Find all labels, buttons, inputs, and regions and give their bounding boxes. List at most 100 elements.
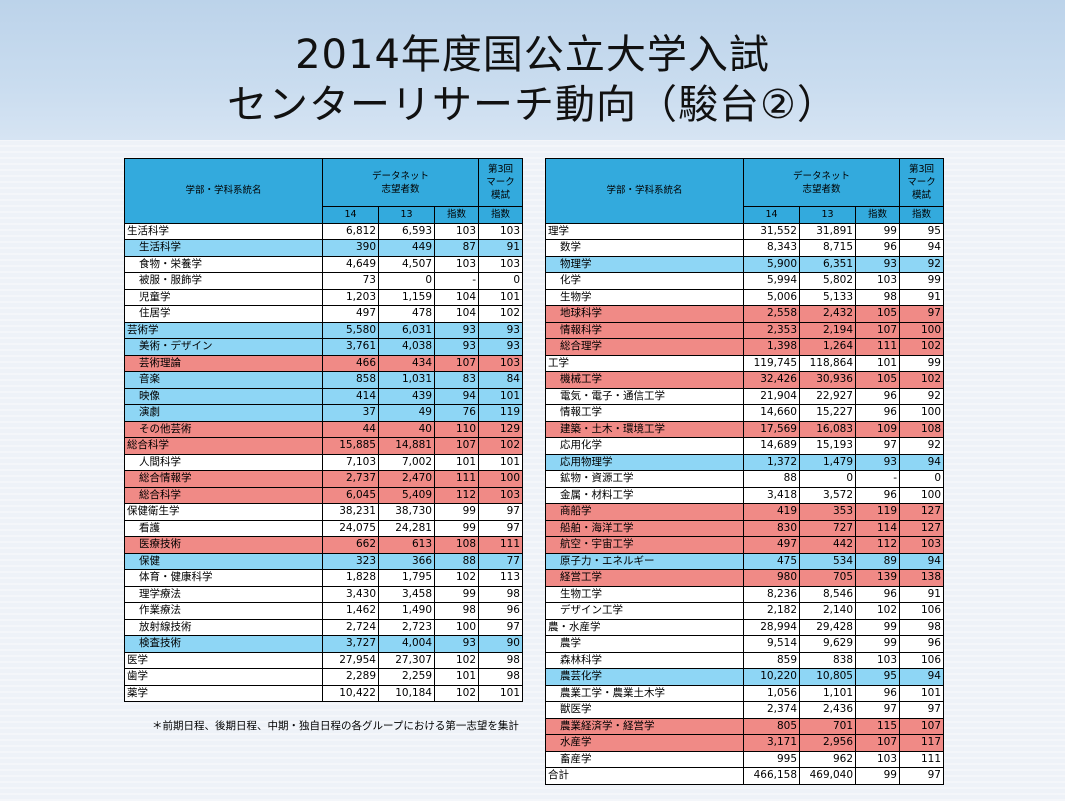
value-mock-index: 102 (899, 371, 944, 389)
value-13: 838 (799, 651, 856, 669)
left-table: 学部・学科系統名 データネット 志望者数 第3回 マーク 模試 14 13 指数… (124, 158, 523, 702)
header-14: 14 (743, 206, 800, 224)
value-mock-index: 111 (899, 750, 944, 768)
value-14: 1,398 (743, 338, 800, 356)
value-mock-index: 106 (899, 651, 944, 669)
value-mock-index: 99 (899, 354, 944, 372)
value-mock-index: 97 (478, 618, 523, 636)
value-mock-index: 102 (478, 437, 523, 455)
table-row: 生活科学 6,812 6,593 103 103 (124, 222, 523, 240)
value-13: 8,715 (799, 239, 856, 257)
table-row: 体育・健康科学 1,828 1,795 102 113 (124, 569, 523, 587)
value-14: 859 (743, 651, 800, 669)
value-index: 114 (855, 519, 900, 537)
value-mock-index: 100 (899, 404, 944, 422)
value-13: 10,805 (799, 668, 856, 686)
value-14: 1,056 (743, 684, 800, 702)
value-14: 2,353 (743, 321, 800, 339)
row-name: 化学 (545, 272, 744, 290)
row-name: 音楽 (124, 371, 323, 389)
header-14: 14 (322, 206, 379, 224)
value-mock-index: 100 (899, 321, 944, 339)
value-mock-index: 98 (478, 651, 523, 669)
table-row: 被服・服飾学 73 0-0 (124, 272, 523, 290)
value-mock-index: 117 (899, 734, 944, 752)
value-13: 613 (378, 536, 435, 554)
value-14: 3,761 (322, 338, 379, 356)
row-name: 船舶・海洋工学 (545, 519, 744, 537)
table-row: 保健 323 366 88 77 (124, 552, 523, 570)
value-index: 93 (434, 338, 479, 356)
table-row: 応用物理学 1,372 1,479 93 94 (545, 453, 944, 471)
table-row: 歯学 2,289 2,259 101 98 (124, 668, 523, 686)
value-14: 37 (322, 404, 379, 422)
value-13: 118,864 (799, 354, 856, 372)
value-14: 1,372 (743, 453, 800, 471)
value-index: 97 (855, 701, 900, 719)
row-name: 体育・健康科学 (124, 569, 323, 587)
value-index: 96 (855, 585, 900, 603)
row-name: 医療技術 (124, 536, 323, 554)
value-14: 2,737 (322, 470, 379, 488)
value-index: 109 (855, 420, 900, 438)
table-row: 情報工学 14,660 15,227 96 100 (545, 404, 944, 422)
value-index: - (434, 272, 479, 290)
value-14: 2,558 (743, 305, 800, 323)
value-index: 103 (855, 651, 900, 669)
value-index: 111 (434, 470, 479, 488)
row-name: 農業工学・農業土木学 (545, 684, 744, 702)
value-14: 6,045 (322, 486, 379, 504)
value-13: 0 (799, 470, 856, 488)
value-index: 83 (434, 371, 479, 389)
row-name: 航空・宇宙工学 (545, 536, 744, 554)
value-mock-index: 100 (899, 486, 944, 504)
row-name: 看護 (124, 519, 323, 537)
value-13: 49 (378, 404, 435, 422)
value-14: 858 (322, 371, 379, 389)
table-row: 農芸化学 10,220 10,805 95 94 (545, 668, 944, 686)
table-row: デザイン工学 2,182 2,140 102 106 (545, 602, 944, 620)
table-row: 食物・栄養学 4,649 4,507 103 103 (124, 255, 523, 273)
row-name: 作業療法 (124, 602, 323, 620)
value-mock-index: 94 (899, 239, 944, 257)
value-14: 27,954 (322, 651, 379, 669)
value-mock-index: 92 (899, 387, 944, 405)
row-name: 電気・電子・通信工学 (545, 387, 744, 405)
value-mock-index: 91 (478, 239, 523, 257)
value-index: 105 (855, 305, 900, 323)
value-index: 98 (434, 602, 479, 620)
value-13: 5,133 (799, 288, 856, 306)
header-mock: 第3回 マーク 模試 (478, 158, 523, 207)
value-index: 76 (434, 404, 479, 422)
value-index: 100 (434, 618, 479, 636)
value-mock-index: 127 (899, 503, 944, 521)
row-name: 児童学 (124, 288, 323, 306)
row-name: 美術・デザイン (124, 338, 323, 356)
row-name: 保健 (124, 552, 323, 570)
value-index: 99 (855, 767, 900, 785)
value-14: 995 (743, 750, 800, 768)
value-13: 2,956 (799, 734, 856, 752)
value-mock-index: 0 (478, 272, 523, 290)
header-index: 指数 (855, 206, 900, 224)
table-row: 作業療法 1,462 1,490 98 96 (124, 602, 523, 620)
value-13: 3,572 (799, 486, 856, 504)
value-13: 2,470 (378, 470, 435, 488)
value-mock-index: 91 (899, 288, 944, 306)
value-13: 2,432 (799, 305, 856, 323)
table-row: 地球科学 2,558 2,432 105 97 (545, 305, 944, 323)
value-mock-index: 97 (478, 503, 523, 521)
value-13: 478 (378, 305, 435, 323)
value-index: 99 (434, 585, 479, 603)
value-index: 96 (855, 404, 900, 422)
value-14: 466 (322, 354, 379, 372)
value-14: 28,994 (743, 618, 800, 636)
row-name: 生活科学 (124, 222, 323, 240)
value-index: 93 (855, 453, 900, 471)
value-13: 705 (799, 569, 856, 587)
row-name: 情報科学 (545, 321, 744, 339)
value-14: 31,552 (743, 222, 800, 240)
table-row: 生物工学 8,236 8,546 96 91 (545, 585, 944, 603)
value-13: 30,936 (799, 371, 856, 389)
value-13: 1,159 (378, 288, 435, 306)
